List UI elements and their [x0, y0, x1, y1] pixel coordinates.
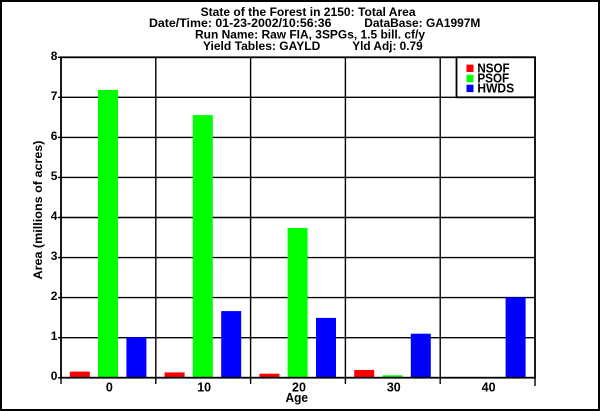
- svg-text:HWDS: HWDS: [477, 81, 514, 95]
- svg-text:Yld Adj: 0.79: Yld Adj: 0.79: [352, 39, 423, 53]
- svg-text:3: 3: [51, 249, 58, 263]
- svg-text:8: 8: [51, 49, 58, 63]
- svg-text:Yield Tables: GAYLD: Yield Tables: GAYLD: [203, 39, 321, 53]
- svg-text:20: 20: [292, 380, 306, 394]
- svg-text:Date/Time: 01-23-2002/10:56:36: Date/Time: 01-23-2002/10:56:36: [149, 16, 332, 30]
- svg-text:1: 1: [51, 329, 58, 343]
- svg-text:DataBase: GA1997M: DataBase: GA1997M: [364, 16, 480, 30]
- svg-text:Area (millions of acres): Area (millions of acres): [31, 141, 45, 280]
- svg-text:Age: Age: [286, 391, 309, 405]
- svg-text:7: 7: [51, 89, 58, 103]
- svg-text:0: 0: [106, 380, 113, 394]
- svg-text:6: 6: [51, 129, 58, 143]
- svg-text:40: 40: [482, 380, 496, 394]
- svg-text:2: 2: [51, 289, 58, 303]
- svg-text:30: 30: [387, 380, 401, 394]
- svg-text:0: 0: [51, 369, 58, 383]
- svg-text:5: 5: [51, 169, 58, 183]
- svg-text:PSOF: PSOF: [477, 71, 509, 85]
- svg-text:10: 10: [197, 380, 211, 394]
- svg-text:NSOF: NSOF: [477, 61, 510, 75]
- svg-text:Run Name: Raw FIA, 3SPGs, 1.5: Run Name: Raw FIA, 3SPGs, 1.5 bill. cf/y: [195, 28, 425, 42]
- svg-text:4: 4: [51, 209, 58, 223]
- svg-text:State of the Forest in 2150: T: State of the Forest in 2150: Total Area: [201, 5, 416, 19]
